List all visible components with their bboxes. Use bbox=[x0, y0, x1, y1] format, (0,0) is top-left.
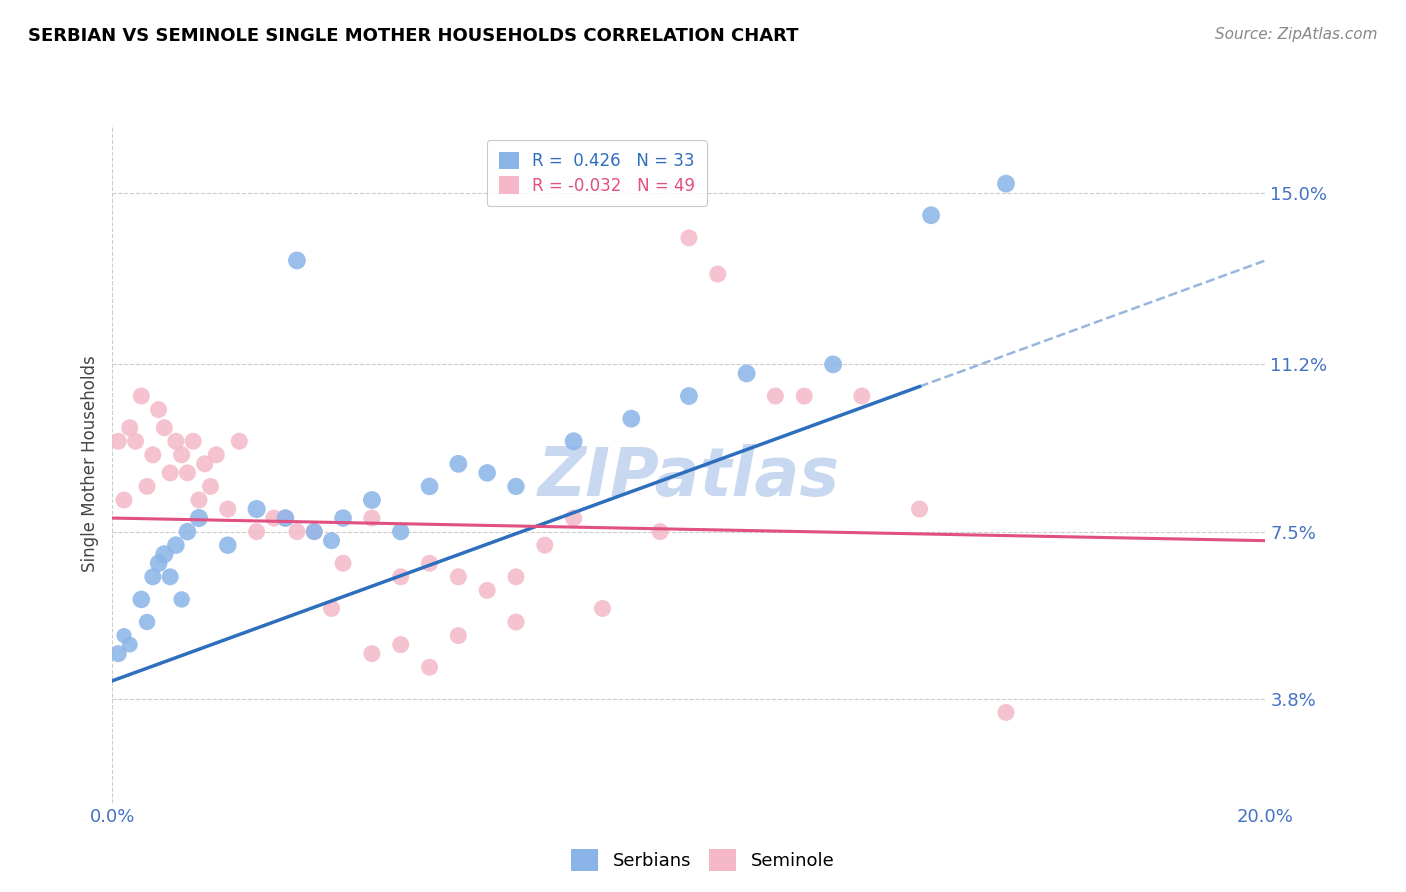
Point bbox=[360, 493, 382, 508]
Point bbox=[228, 434, 250, 449]
Point bbox=[129, 389, 153, 403]
Point bbox=[505, 570, 527, 584]
Point bbox=[995, 177, 1018, 191]
Point bbox=[419, 479, 441, 493]
Point bbox=[142, 448, 165, 462]
Point bbox=[136, 615, 159, 629]
Point bbox=[321, 601, 343, 615]
Point bbox=[851, 389, 873, 403]
Point bbox=[263, 511, 285, 525]
Point bbox=[505, 615, 527, 629]
Point bbox=[188, 511, 211, 525]
Point bbox=[153, 547, 176, 561]
Point bbox=[159, 466, 181, 480]
Point bbox=[920, 208, 942, 222]
Point bbox=[678, 231, 700, 245]
Point bbox=[148, 402, 170, 417]
Point bbox=[995, 706, 1018, 720]
Point bbox=[112, 493, 135, 508]
Point bbox=[181, 434, 204, 449]
Point bbox=[194, 457, 217, 471]
Point bbox=[475, 466, 498, 480]
Point bbox=[562, 511, 585, 525]
Point bbox=[118, 420, 141, 434]
Point bbox=[360, 511, 382, 525]
Point bbox=[118, 638, 141, 652]
Point bbox=[176, 524, 198, 539]
Point bbox=[706, 267, 728, 281]
Point bbox=[170, 448, 193, 462]
Y-axis label: Single Mother Households: Single Mother Households bbox=[82, 356, 100, 572]
Point bbox=[165, 538, 187, 552]
Point bbox=[142, 570, 165, 584]
Point bbox=[188, 493, 211, 508]
Point bbox=[217, 538, 239, 552]
Point bbox=[419, 556, 441, 570]
Point bbox=[908, 502, 931, 516]
Point bbox=[505, 479, 527, 493]
Point bbox=[735, 367, 758, 381]
Point bbox=[419, 660, 441, 674]
Point bbox=[136, 479, 159, 493]
Point bbox=[765, 389, 787, 403]
Text: SERBIAN VS SEMINOLE SINGLE MOTHER HOUSEHOLDS CORRELATION CHART: SERBIAN VS SEMINOLE SINGLE MOTHER HOUSEH… bbox=[28, 27, 799, 45]
Point bbox=[678, 389, 700, 403]
Point bbox=[153, 420, 176, 434]
Point bbox=[200, 479, 222, 493]
Point bbox=[533, 538, 555, 552]
Point bbox=[159, 570, 181, 584]
Point bbox=[285, 253, 308, 268]
Point bbox=[129, 592, 153, 607]
Point bbox=[562, 434, 585, 449]
Text: Source: ZipAtlas.com: Source: ZipAtlas.com bbox=[1215, 27, 1378, 42]
Point bbox=[245, 502, 267, 516]
Point bbox=[165, 434, 187, 449]
Point bbox=[447, 570, 470, 584]
Point bbox=[648, 524, 672, 539]
Point bbox=[389, 570, 412, 584]
Point bbox=[447, 629, 470, 643]
Point bbox=[285, 524, 308, 539]
Text: ZIPatlas: ZIPatlas bbox=[538, 444, 839, 510]
Point bbox=[124, 434, 146, 449]
Point bbox=[821, 358, 844, 372]
Point bbox=[274, 511, 297, 525]
Legend: R =  0.426   N = 33, R = -0.032   N = 49: R = 0.426 N = 33, R = -0.032 N = 49 bbox=[486, 140, 707, 206]
Point bbox=[245, 524, 267, 539]
Point bbox=[304, 524, 326, 539]
Point bbox=[321, 533, 343, 548]
Point bbox=[793, 389, 815, 403]
Point bbox=[447, 457, 470, 471]
Point bbox=[389, 524, 412, 539]
Point bbox=[112, 629, 135, 643]
Point bbox=[591, 601, 613, 615]
Point bbox=[170, 592, 193, 607]
Point bbox=[475, 583, 498, 598]
Point bbox=[217, 502, 239, 516]
Point bbox=[360, 647, 382, 661]
Point bbox=[332, 556, 354, 570]
Point bbox=[620, 411, 643, 425]
Point bbox=[205, 448, 228, 462]
Point bbox=[389, 638, 412, 652]
Point bbox=[304, 524, 326, 539]
Point bbox=[107, 647, 129, 661]
Legend: Serbians, Seminole: Serbians, Seminole bbox=[564, 842, 842, 879]
Point bbox=[107, 434, 129, 449]
Point bbox=[176, 466, 198, 480]
Point bbox=[274, 511, 297, 525]
Point bbox=[148, 556, 170, 570]
Point bbox=[332, 511, 354, 525]
